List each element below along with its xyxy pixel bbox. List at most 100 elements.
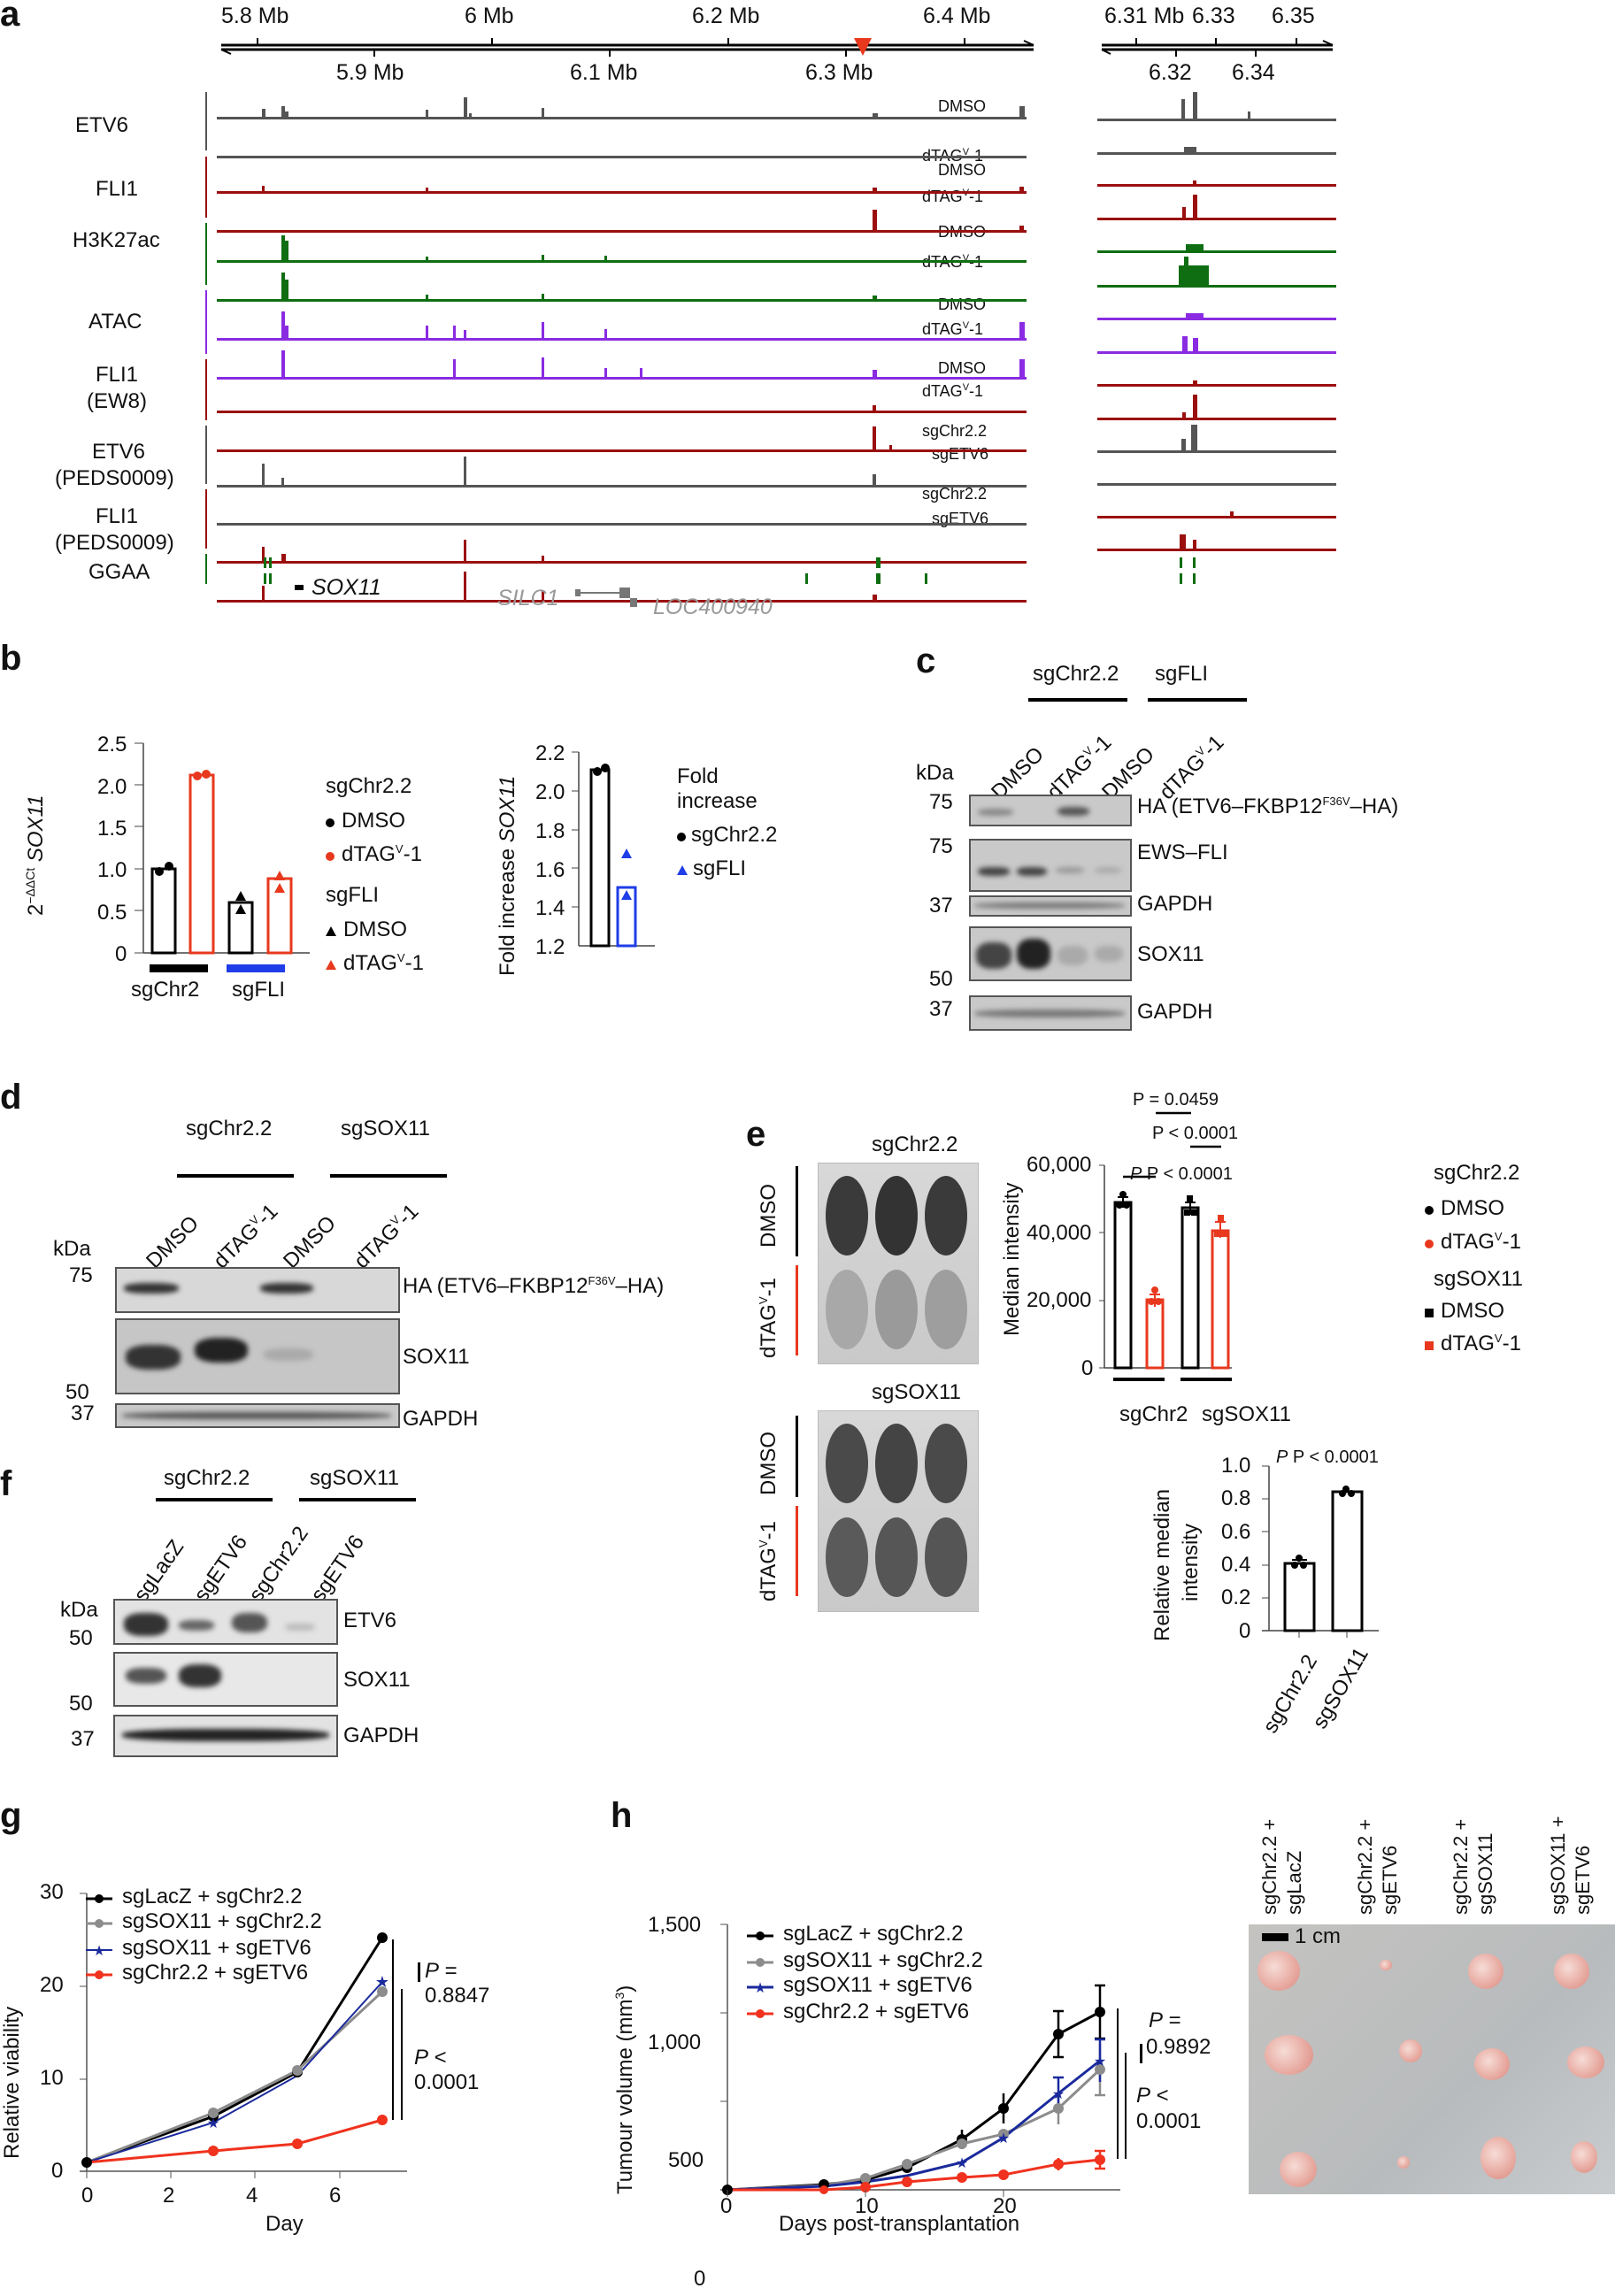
blot-gapdh-2	[969, 995, 1132, 1031]
panel-label-c: c	[916, 641, 936, 680]
h-xlabel: Days post-transplantation	[779, 2212, 1020, 2236]
blot-label: HA (ETV6–FKBP12F36V–HA)	[403, 1274, 665, 1298]
photo-col-label: sgETV6	[1379, 1845, 1401, 1915]
kda-marker: 37	[71, 1727, 95, 1751]
plate-title: sgSOX11	[872, 1380, 961, 1404]
panel-label-a: a	[0, 0, 20, 34]
blot-label: EWS–FLI	[1137, 841, 1228, 864]
track-label-atac: ATAC	[88, 310, 142, 334]
group-bar	[1028, 698, 1127, 702]
legend-item: sgLacZ + sgChr2.2	[122, 1885, 303, 1908]
gene-label-sox11: SOX11	[311, 575, 381, 600]
tumour	[1399, 2039, 1422, 2062]
p-value: P <	[414, 2046, 447, 2069]
legend-item: dTAGV-1	[326, 951, 424, 976]
blot-ha	[115, 1267, 400, 1313]
silc1-gene-icon	[575, 587, 637, 607]
c-group-label: sgFLI	[1155, 662, 1209, 686]
e-rel-ylabel: intensity	[1179, 1523, 1203, 1601]
ytick: 1.4	[535, 896, 565, 920]
ytick: 10	[40, 2066, 64, 2090]
b-group-label: sgChr2	[131, 978, 200, 1002]
plate-sgchr2	[818, 1163, 979, 1364]
ytick: 1.0	[1221, 1454, 1251, 1478]
track-label-fli1-peds: FLI1	[96, 504, 139, 528]
p-value: P = 0.0459	[1133, 1090, 1219, 1110]
legend-header: increase	[677, 789, 758, 813]
svg-text:★: ★	[375, 1973, 389, 1991]
ytick: 0	[1081, 1356, 1094, 1380]
lane-label: DMSO	[142, 1211, 204, 1274]
blot-sox11	[969, 926, 1132, 981]
panel-label-b: b	[0, 639, 22, 678]
kda-marker: 37	[929, 997, 953, 1021]
ytick: 1,500	[648, 1913, 702, 1937]
ytick: 1.0	[97, 858, 127, 882]
g-legend-markers: ★	[86, 1894, 112, 1979]
p-value: P <	[1136, 2084, 1169, 2108]
ytick: 0	[51, 2159, 64, 2183]
kda-label: kDa	[53, 1237, 91, 1261]
svg-text:★: ★	[754, 1981, 766, 1996]
rel-category: sgChr2.2	[1258, 1650, 1323, 1738]
photo-col-label: sgETV6	[1572, 1845, 1594, 1915]
svg-text:★: ★	[1052, 2087, 1065, 2102]
group-bar	[177, 1174, 294, 1178]
ytick: 0.5	[97, 901, 127, 925]
legend-item: DMSO	[1425, 1299, 1504, 1324]
genome-axis-main	[220, 38, 1034, 57]
panel-label-e: e	[746, 1115, 766, 1154]
b-right-ylabel: Fold increase SOX11	[496, 775, 519, 976]
blot-sox11	[113, 1652, 338, 1707]
ytick: 40,000	[1027, 1221, 1092, 1245]
p-value: P P < 0.0001	[1276, 1447, 1379, 1467]
ytick: 60,000	[1027, 1153, 1092, 1177]
zoom-axis-tick-top: 6.33	[1192, 4, 1235, 28]
gene-label-silc1: SILC1	[497, 586, 559, 610]
group-bar-sgfli	[227, 964, 285, 972]
tumour	[1554, 1954, 1589, 1989]
group-bar	[1148, 698, 1247, 702]
panel-label-h: h	[611, 1796, 633, 1835]
xtick: 2	[163, 2184, 175, 2208]
ytick: 20	[40, 1973, 64, 1997]
row-bar-dmso	[796, 1416, 798, 1497]
photo-col-label: sgChr2.2 +	[1258, 1818, 1280, 1915]
p-value: P < 0.0001	[1152, 1124, 1238, 1144]
e-pval-brackets	[1156, 1111, 1221, 1148]
track-label-fli1: FLI1	[96, 177, 139, 201]
ytick: 0.2	[1221, 1586, 1251, 1609]
row-bar-dmso	[796, 1166, 798, 1256]
blot-etv6	[113, 1599, 338, 1645]
axis-tick-bottom: 6.1 Mb	[570, 60, 638, 85]
panel-label-g: g	[0, 1796, 22, 1835]
p-value: P P < 0.0001	[1130, 1164, 1233, 1184]
tumour	[1380, 1960, 1392, 1970]
ytick: 30	[40, 1880, 64, 1904]
blot-sox11	[115, 1318, 400, 1394]
blot-label: SOX11	[343, 1668, 411, 1692]
legend-header: sgChr2.2	[1434, 1161, 1520, 1185]
legend-item: DMSO	[1425, 1196, 1504, 1221]
genome-tracks-zoom	[1097, 92, 1336, 584]
zoom-axis-tick-bottom: 6.34	[1232, 60, 1275, 85]
kda-marker: 50	[69, 1692, 93, 1716]
axis-tick-top: 5.8 Mb	[221, 4, 289, 28]
lane-label: dTAGV-1	[350, 1199, 424, 1274]
ggaa-motifs	[264, 557, 927, 584]
blot-gapdh	[969, 895, 1132, 917]
legend-item: sgChr2.2 + sgETV6	[783, 2000, 970, 2023]
h-legend-markers: ★	[747, 1931, 773, 2018]
zoom-axis-tick-top: 6.35	[1272, 4, 1315, 28]
b-group-label: sgFLI	[232, 978, 286, 1002]
row-bar-dtag	[796, 1265, 798, 1355]
bracket-tick	[1140, 2044, 1142, 2063]
blot-ews-fli	[969, 839, 1132, 892]
tumour	[1257, 1951, 1300, 1991]
cond-label: sgChr2.2	[922, 422, 988, 440]
legend-item: sgSOX11 + sgETV6	[122, 1936, 311, 1960]
blot-label: HA (ETV6–FKBP12F36V–HA)	[1137, 795, 1399, 818]
legend-item: sgSOX11 + sgETV6	[783, 1973, 973, 1997]
g-line-chart: ★ ★	[80, 1893, 407, 2178]
ytick: 500	[668, 2148, 704, 2172]
